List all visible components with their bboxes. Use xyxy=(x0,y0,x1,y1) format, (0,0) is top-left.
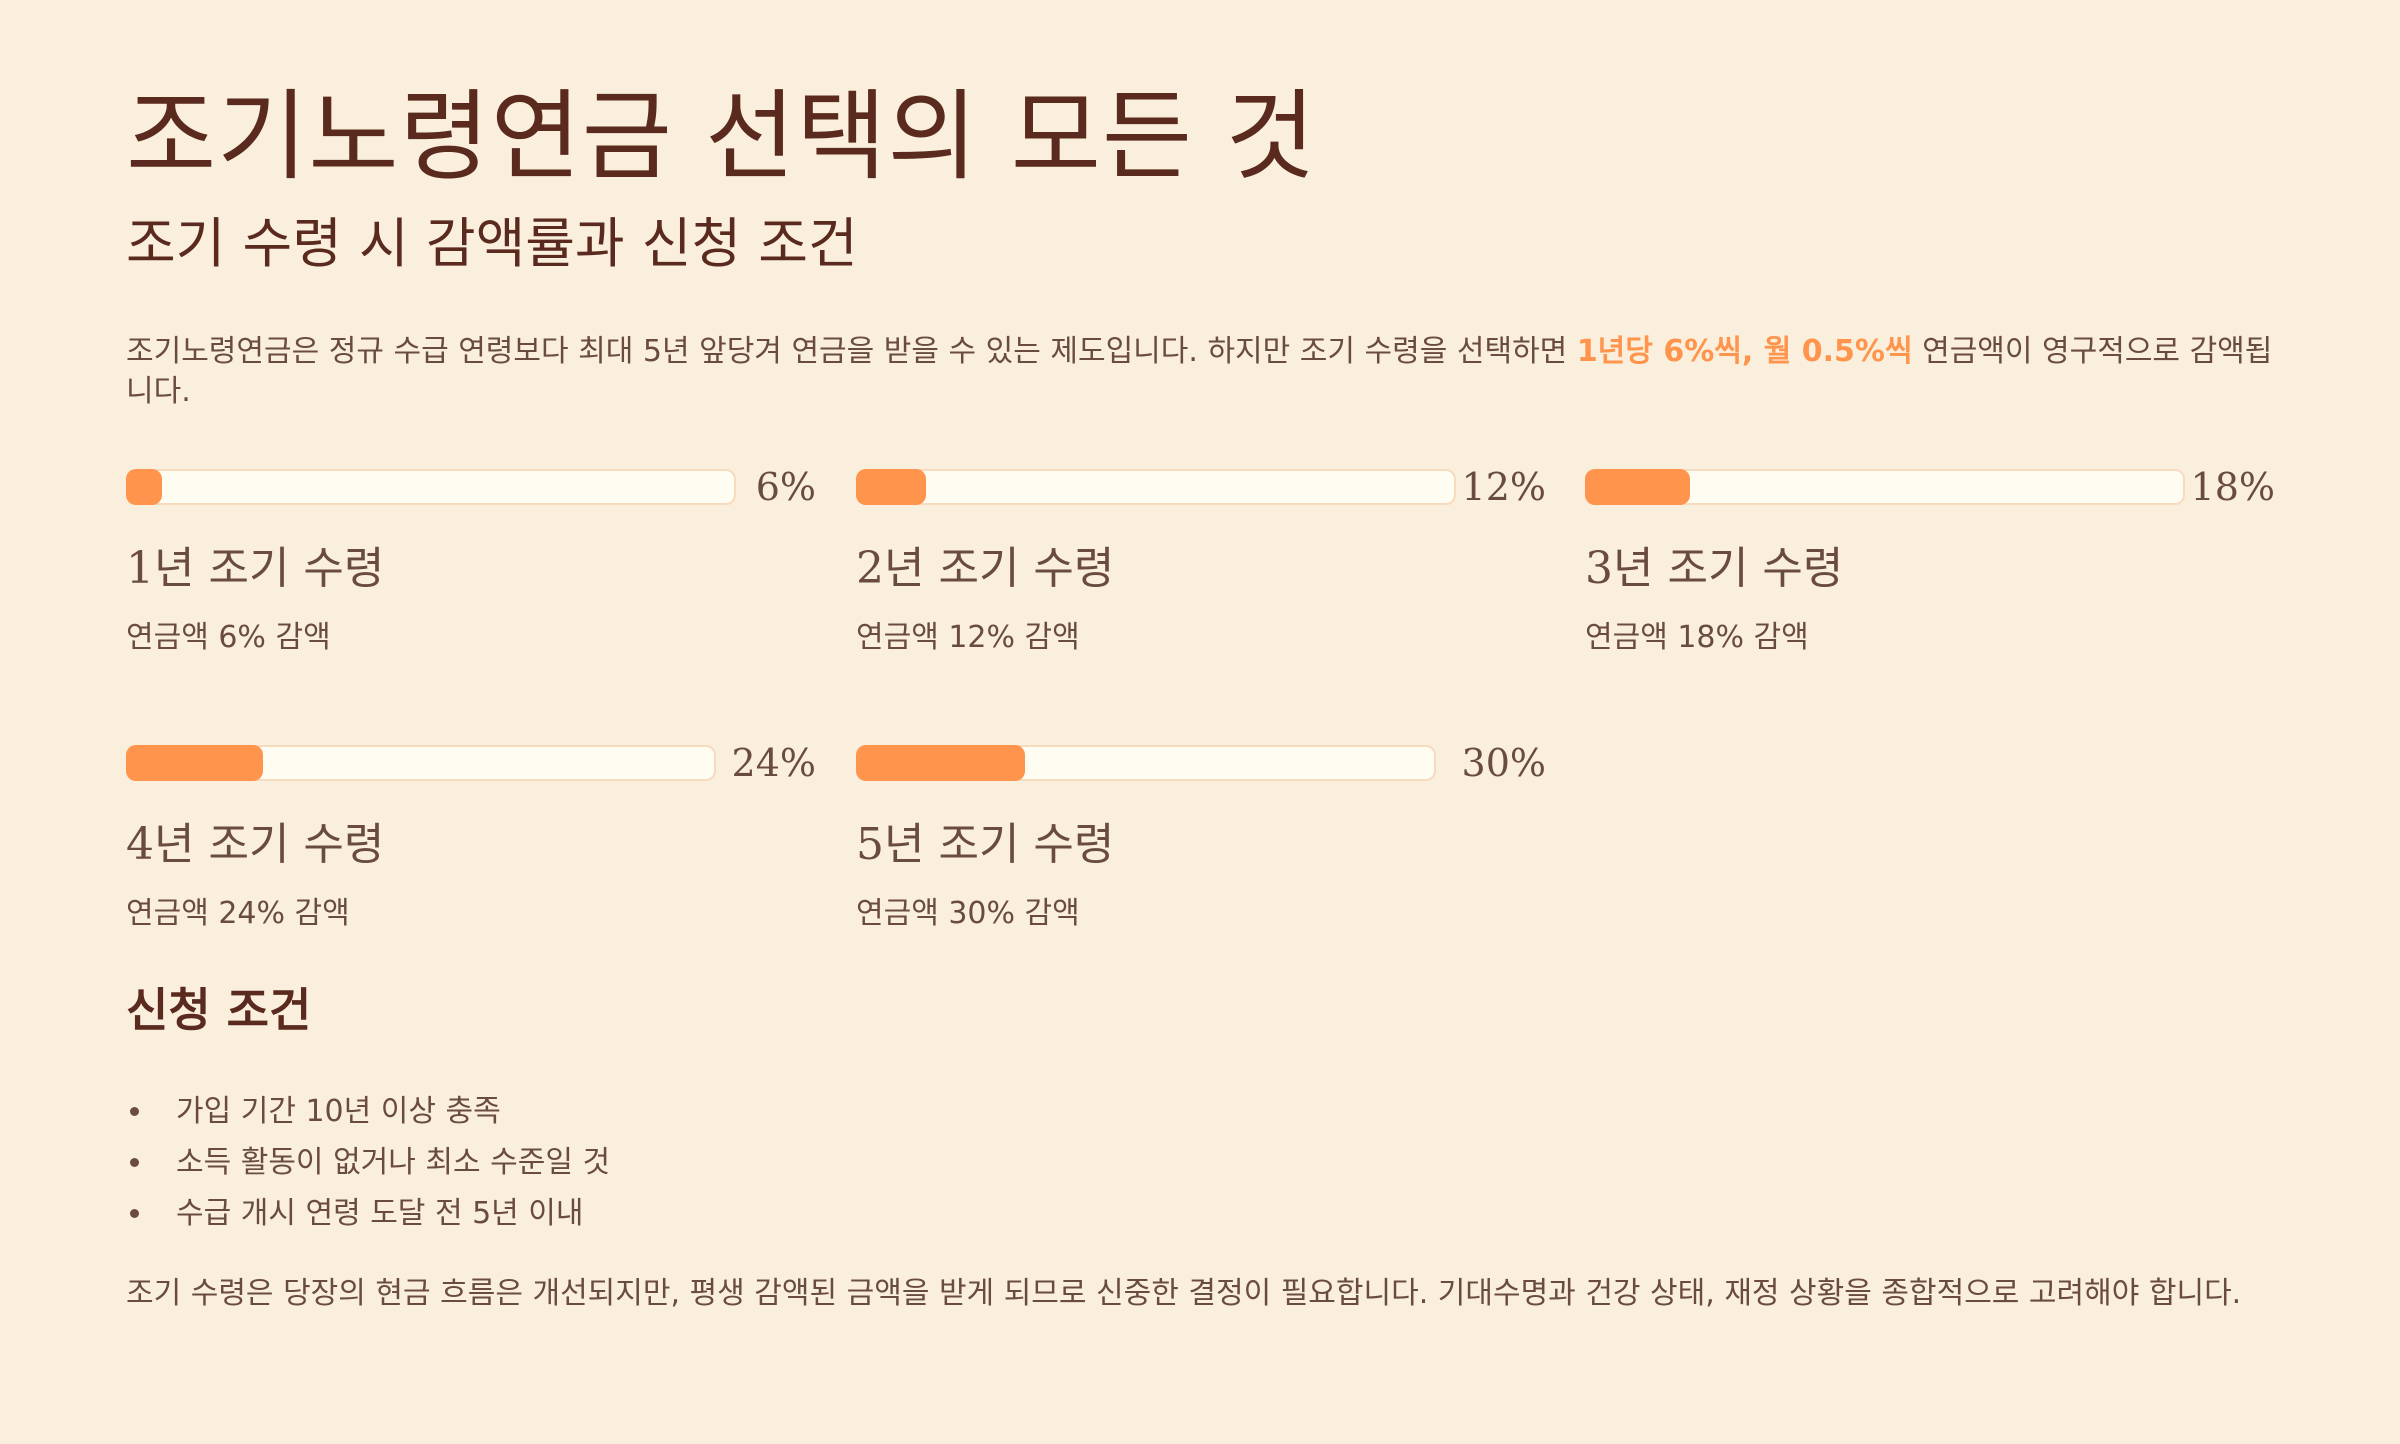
conditions-title: 신청 조건 xyxy=(126,983,312,1037)
reduction-stat: 6% 1년 조기 수령 연금액 6% 감액 xyxy=(126,465,816,655)
progress-track xyxy=(856,745,1436,781)
intro-text-end: 연금액이 영구적으로 감액됩니다. xyxy=(126,334,2273,409)
stat-description: 연금액 12% 감액 xyxy=(856,620,1080,655)
page-subtitle: 조기 수령 시 감액률과 신청 조건 xyxy=(126,212,858,275)
stat-description: 연금액 24% 감액 xyxy=(126,896,350,931)
conditions-list: 가입 기간 10년 이상 충족 소득 활동이 없거나 최소 수준일 것 수급 개… xyxy=(126,1086,610,1239)
stat-title: 2년 조기 수령 xyxy=(856,543,1115,594)
progress-track xyxy=(126,469,736,505)
list-item: 가입 기간 10년 이상 충족 xyxy=(126,1086,610,1137)
stat-title: 3년 조기 수령 xyxy=(1585,543,1844,594)
reduction-bar-row: 6% xyxy=(126,465,816,509)
intro-text: 조기노령연금은 정규 수급 연령보다 최대 5년 앞당겨 연금을 받을 수 있는… xyxy=(126,334,1577,369)
progress-track xyxy=(126,745,716,781)
bullet-icon xyxy=(130,1209,139,1218)
reduction-bar-row: 30% xyxy=(856,741,1546,785)
stat-description: 연금액 30% 감액 xyxy=(856,896,1080,931)
progress-track xyxy=(856,469,1456,505)
intro-highlight: 1년당 6%씩, 월 0.5%씩 xyxy=(1576,334,1913,369)
bullet-icon xyxy=(130,1107,139,1116)
progress-track xyxy=(1585,469,2185,505)
list-item-text: 수급 개시 연령 도달 전 5년 이내 xyxy=(176,1196,584,1231)
bullet-icon xyxy=(130,1158,139,1167)
stat-title: 5년 조기 수령 xyxy=(856,819,1115,870)
page-title: 조기노령연금 선택의 모든 것 xyxy=(126,80,1317,194)
reduction-stat: 18% 3년 조기 수령 연금액 18% 감액 xyxy=(1585,465,2275,655)
progress-fill xyxy=(856,745,1025,781)
reduction-bar-row: 18% xyxy=(1585,465,2275,509)
progress-fill xyxy=(1585,469,1690,505)
reduction-percent: 6% xyxy=(755,465,816,509)
reduction-bar-row: 24% xyxy=(126,741,816,785)
list-item: 소득 활동이 없거나 최소 수준일 것 xyxy=(126,1137,610,1188)
stat-description: 연금액 18% 감액 xyxy=(1585,620,1809,655)
progress-fill xyxy=(856,469,926,505)
list-item: 수급 개시 연령 도달 전 5년 이내 xyxy=(126,1188,610,1239)
reduction-percent: 24% xyxy=(731,741,816,785)
reduction-stat: 24% 4년 조기 수령 연금액 24% 감액 xyxy=(126,741,816,931)
reduction-stat: 12% 2년 조기 수령 연금액 12% 감액 xyxy=(856,465,1546,655)
reduction-percent: 18% xyxy=(2190,465,2275,509)
closing-paragraph: 조기 수령은 당장의 현금 흐름은 개선되지만, 평생 감액된 금액을 받게 되… xyxy=(126,1276,2242,1311)
progress-fill xyxy=(126,469,162,505)
progress-fill xyxy=(126,745,263,781)
reduction-stat: 30% 5년 조기 수령 연금액 30% 감액 xyxy=(856,741,1546,931)
intro-paragraph: 조기노령연금은 정규 수급 연령보다 최대 5년 앞당겨 연금을 받을 수 있는… xyxy=(126,332,2276,412)
stat-title: 1년 조기 수령 xyxy=(126,543,385,594)
stat-description: 연금액 6% 감액 xyxy=(126,620,331,655)
reduction-bar-row: 12% xyxy=(856,465,1546,509)
list-item-text: 소득 활동이 없거나 최소 수준일 것 xyxy=(176,1145,611,1180)
reduction-percent: 30% xyxy=(1461,741,1546,785)
stat-title: 4년 조기 수령 xyxy=(126,819,385,870)
reduction-percent: 12% xyxy=(1461,465,1546,509)
list-item-text: 가입 기간 10년 이상 충족 xyxy=(176,1094,501,1129)
